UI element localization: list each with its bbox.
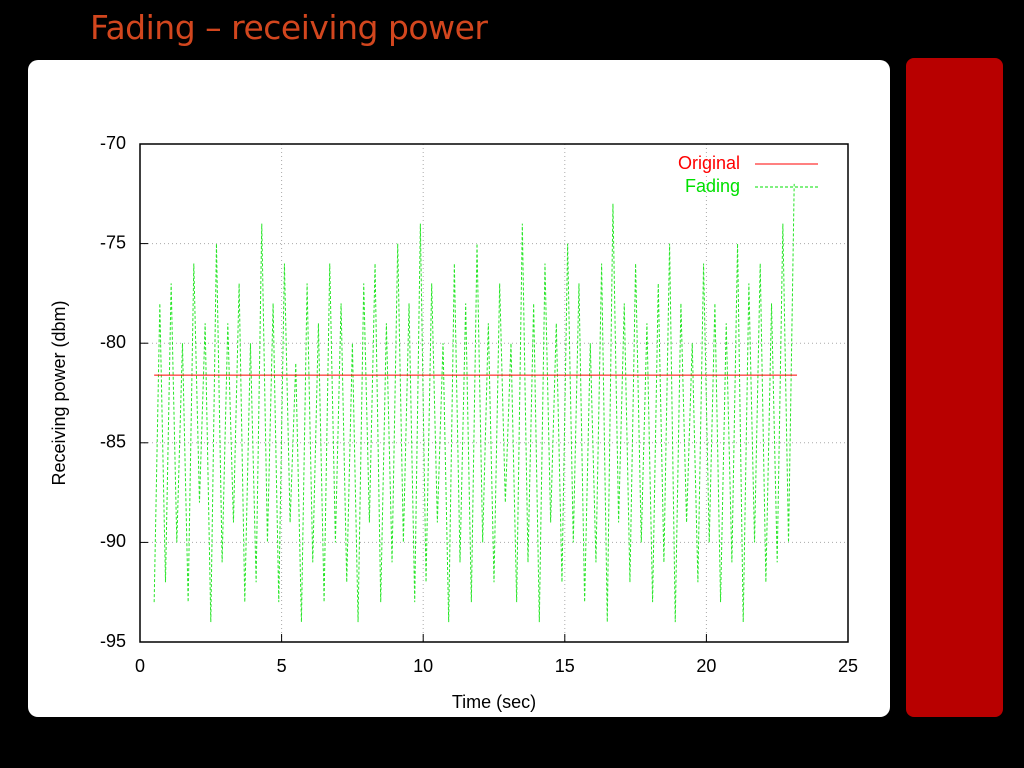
legend-label: Original [678, 153, 740, 173]
slide-title: Fading – receiving power [90, 8, 488, 47]
y-tick-label: -75 [100, 232, 126, 252]
side-panel [906, 58, 1003, 717]
y-tick-label: -80 [100, 332, 126, 352]
x-tick-label: 20 [696, 656, 716, 676]
x-tick-label: 0 [135, 656, 145, 676]
x-tick-label: 10 [413, 656, 433, 676]
y-tick-label: -95 [100, 631, 126, 651]
x-axis-label: Time (sec) [452, 692, 536, 712]
x-tick-label: 25 [838, 656, 858, 676]
y-tick-label: -85 [100, 432, 126, 452]
content-panel [28, 60, 890, 717]
x-tick-label: 15 [555, 656, 575, 676]
plot-frame [139, 143, 849, 643]
y-tick-label: -90 [100, 531, 126, 551]
y-axis-label: Receiving power (dbm) [49, 300, 69, 485]
data-line [153, 183, 795, 623]
y-tick-label: -70 [100, 133, 126, 153]
x-tick-label: 5 [277, 656, 287, 676]
legend-label: Fading [685, 176, 740, 196]
